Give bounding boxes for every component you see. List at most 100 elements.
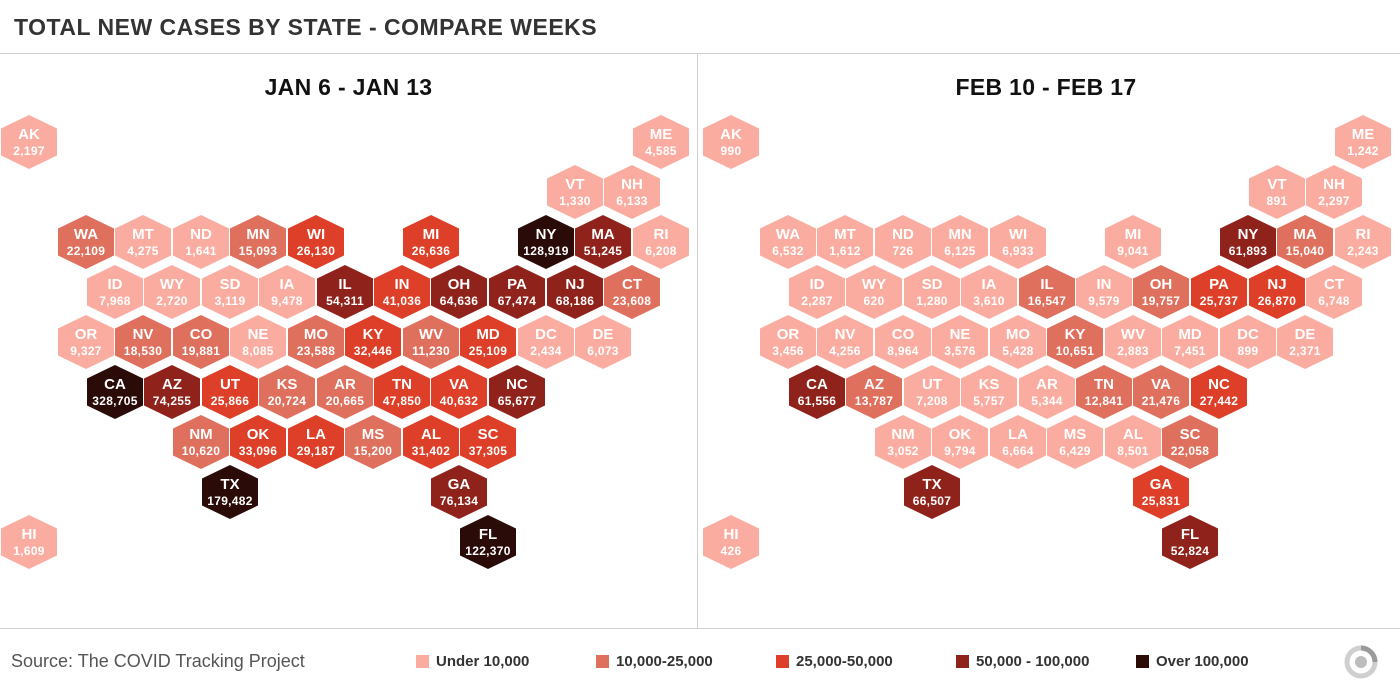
state-abbr: NE bbox=[949, 326, 971, 343]
state-case-count: 1,242 bbox=[1347, 144, 1379, 158]
state-hex-ms: MS 15,200 bbox=[345, 415, 401, 469]
state-case-count: 3,456 bbox=[772, 344, 804, 358]
state-abbr: NY bbox=[535, 226, 557, 243]
state-case-count: 5,428 bbox=[1002, 344, 1034, 358]
state-case-count: 6,748 bbox=[1318, 294, 1350, 308]
state-case-count: 2,371 bbox=[1289, 344, 1321, 358]
state-abbr: TX bbox=[922, 476, 942, 493]
legend-swatch bbox=[596, 655, 609, 668]
state-abbr: DC bbox=[1237, 326, 1259, 343]
state-abbr: IL bbox=[338, 276, 352, 293]
ctp-logo-icon bbox=[1344, 645, 1378, 679]
state-hex-il: IL 54,311 bbox=[317, 265, 373, 319]
state-abbr: DE bbox=[592, 326, 614, 343]
state-hex-dc: DC 2,434 bbox=[518, 315, 574, 369]
state-case-count: 23,608 bbox=[612, 294, 652, 308]
state-case-count: 1,612 bbox=[829, 244, 861, 258]
state-hex-nj: NJ 26,870 bbox=[1249, 265, 1305, 319]
state-case-count: 6,073 bbox=[587, 344, 619, 358]
state-hex-wv: WV 11,230 bbox=[403, 315, 459, 369]
state-case-count: 68,186 bbox=[555, 294, 595, 308]
state-abbr: MN bbox=[246, 226, 270, 243]
state-case-count: 61,556 bbox=[797, 394, 837, 408]
state-abbr: MA bbox=[1293, 226, 1317, 243]
state-abbr: OH bbox=[1149, 276, 1173, 293]
state-case-count: 22,109 bbox=[66, 244, 106, 258]
state-abbr: AL bbox=[421, 426, 441, 443]
state-hex-ma: MA 51,245 bbox=[575, 215, 631, 269]
state-case-count: 22,058 bbox=[1170, 444, 1210, 458]
state-hex-fl: FL 122,370 bbox=[460, 515, 516, 569]
state-case-count: 54,311 bbox=[326, 294, 364, 308]
state-abbr: LA bbox=[1008, 426, 1028, 443]
state-case-count: 18,530 bbox=[123, 344, 163, 358]
state-abbr: SC bbox=[1179, 426, 1201, 443]
state-abbr: DC bbox=[535, 326, 557, 343]
state-abbr: KY bbox=[1064, 326, 1086, 343]
state-abbr: MO bbox=[303, 326, 329, 343]
header: TOTAL NEW CASES BY STATE - COMPARE WEEKS bbox=[0, 0, 1400, 54]
state-hex-sc: SC 37,305 bbox=[460, 415, 516, 469]
state-case-count: 26,870 bbox=[1257, 294, 1297, 308]
state-abbr: WV bbox=[418, 326, 444, 343]
state-hex-tx: TX 179,482 bbox=[202, 465, 258, 519]
state-case-count: 64,636 bbox=[439, 294, 479, 308]
state-abbr: CA bbox=[806, 376, 828, 393]
state-case-count: 2,197 bbox=[13, 144, 45, 158]
state-abbr: MD bbox=[476, 326, 500, 343]
state-case-count: 128,919 bbox=[523, 244, 569, 258]
state-abbr: NJ bbox=[565, 276, 585, 293]
state-abbr: AZ bbox=[162, 376, 182, 393]
state-hex-fl: FL 52,824 bbox=[1162, 515, 1218, 569]
state-hex-ok: OK 9,794 bbox=[932, 415, 988, 469]
state-hex-ar: AR 5,344 bbox=[1019, 365, 1075, 419]
state-case-count: 6,664 bbox=[1002, 444, 1034, 458]
state-hex-hi: HI 426 bbox=[703, 515, 759, 569]
state-hex-nv: NV 4,256 bbox=[817, 315, 873, 369]
state-hex-ky: KY 32,446 bbox=[345, 315, 401, 369]
state-case-count: 8,964 bbox=[887, 344, 919, 358]
state-hex-ca: CA 61,556 bbox=[789, 365, 845, 419]
panel-title: FEB 10 - FEB 17 bbox=[955, 74, 1137, 100]
state-case-count: 15,200 bbox=[353, 444, 393, 458]
state-hex-sc: SC 22,058 bbox=[1162, 415, 1218, 469]
state-hex-ks: KS 20,724 bbox=[259, 365, 315, 419]
state-abbr: KY bbox=[362, 326, 384, 343]
state-abbr: OH bbox=[447, 276, 471, 293]
state-hex-ne: NE 8,085 bbox=[230, 315, 286, 369]
state-hex-mi: MI 9,041 bbox=[1105, 215, 1161, 269]
state-abbr: WY bbox=[159, 276, 185, 293]
state-case-count: 29,187 bbox=[296, 444, 336, 458]
state-hex-pa: PA 67,474 bbox=[489, 265, 545, 319]
state-case-count: 31,402 bbox=[411, 444, 451, 458]
state-hex-ut: UT 7,208 bbox=[904, 365, 960, 419]
state-abbr: MI bbox=[422, 226, 440, 243]
state-abbr: AZ bbox=[864, 376, 884, 393]
state-hex-tn: TN 12,841 bbox=[1076, 365, 1132, 419]
state-hex-mi: MI 26,636 bbox=[403, 215, 459, 269]
state-case-count: 7,208 bbox=[916, 394, 948, 408]
state-case-count: 10,620 bbox=[181, 444, 221, 458]
state-abbr: PA bbox=[1209, 276, 1229, 293]
state-abbr: ND bbox=[190, 226, 212, 243]
state-abbr: HI bbox=[723, 526, 739, 543]
state-hex-mt: MT 1,612 bbox=[817, 215, 873, 269]
state-hex-az: AZ 74,255 bbox=[144, 365, 200, 419]
state-abbr: MN bbox=[948, 226, 972, 243]
state-hex-co: CO 19,881 bbox=[173, 315, 229, 369]
legend-label: 50,000 - 100,000 bbox=[976, 653, 1090, 670]
state-case-count: 37,305 bbox=[468, 444, 508, 458]
state-hex-nj: NJ 68,186 bbox=[547, 265, 603, 319]
state-case-count: 1,609 bbox=[13, 544, 45, 558]
state-abbr: KS bbox=[978, 376, 1000, 393]
state-hex-nh: NH 2,297 bbox=[1306, 165, 1362, 219]
state-abbr: MD bbox=[1178, 326, 1202, 343]
state-abbr: GA bbox=[447, 476, 471, 493]
state-case-count: 33,096 bbox=[238, 444, 278, 458]
state-hex-il: IL 16,547 bbox=[1019, 265, 1075, 319]
state-hex-pa: PA 25,737 bbox=[1191, 265, 1247, 319]
state-hex-nd: ND 1,641 bbox=[173, 215, 229, 269]
state-hex-or: OR 3,456 bbox=[760, 315, 816, 369]
state-case-count: 76,134 bbox=[439, 494, 479, 508]
state-abbr: VT bbox=[1267, 176, 1287, 193]
